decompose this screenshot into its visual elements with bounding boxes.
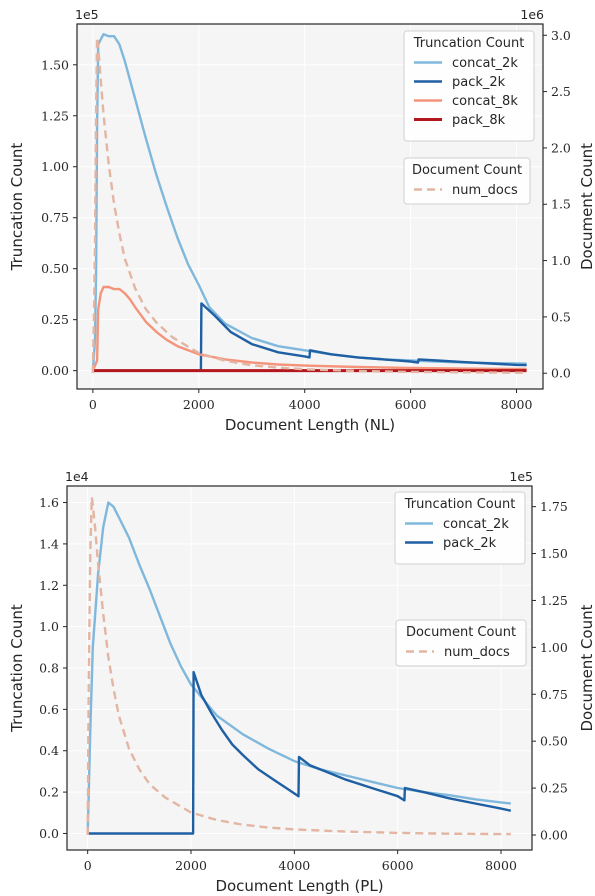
x-tick-label: 8000 — [485, 858, 517, 873]
y2-axis-label: Document Count — [578, 143, 595, 270]
y-axis-label: Truncation Count — [8, 604, 26, 733]
y-tick-label: 0.25 — [41, 312, 69, 327]
x-tick-label: 4000 — [278, 858, 310, 873]
legend-2: Document Count num_docs — [403, 157, 531, 205]
y2-multiplier: 1e5 — [509, 469, 533, 484]
y-tick-label: 1.25 — [41, 108, 69, 123]
y-tick-label: 0.6 — [39, 702, 59, 717]
y2-multiplier: 1e6 — [520, 7, 544, 22]
legend-box — [403, 30, 535, 142]
y2-tick-label: 3.0 — [551, 28, 571, 43]
y-tick-label: 0.8 — [39, 661, 59, 676]
y2-tick-label: 0.25 — [540, 781, 568, 796]
y2-tick-label: 2.5 — [551, 84, 571, 99]
x-tick-label: 4000 — [289, 397, 321, 412]
y-tick-label: 1.6 — [39, 495, 59, 510]
legend-title: Document Count — [406, 625, 516, 640]
y2-tick-label: 1.00 — [540, 640, 568, 655]
series-line-concat_8k — [91, 285, 527, 372]
y-tick-label: 1.2 — [39, 578, 59, 593]
legend-label-concat_2k: concat_2k — [452, 56, 518, 71]
y-tick-label: 0.00 — [41, 363, 69, 378]
legend-label-num_docs: num_docs — [444, 645, 510, 660]
legend-label-concat_8k: concat_8k — [452, 94, 518, 109]
y-tick-label: 1.50 — [41, 57, 69, 72]
chart-2: 0 2000 4000 6000 8000 0.0 0.2 0.4 0.6 0.8 1.0 1.2 1.… — [8, 469, 595, 895]
legend-title: Truncation Count — [413, 36, 525, 51]
series-line-pack_2k — [92, 302, 527, 372]
y-tick-label: 0.50 — [41, 261, 69, 276]
legend-label-pack_2k: pack_2k — [452, 75, 506, 90]
x-tick-label: 6000 — [395, 397, 427, 412]
y2-tick-label: 1.25 — [540, 593, 568, 608]
y2-tick-label: 0.00 — [540, 827, 568, 842]
y-tick-label: 1.4 — [39, 536, 59, 551]
chart-1: 0 2000 4000 6000 8000 0.00 0.25 0.50 0.75 1.00 1.2… — [8, 7, 595, 434]
y-multiplier: 1e4 — [65, 469, 89, 484]
y-axis-label: Truncation Count — [8, 143, 26, 272]
y-tick-label: 0.2 — [39, 785, 59, 800]
legend-title: Truncation Count — [404, 497, 516, 512]
series-line-pack_2k — [87, 670, 512, 835]
y2-tick-label: 1.75 — [540, 499, 568, 514]
x-tick-label: 6000 — [382, 858, 414, 873]
legend-1: Truncation Count concat_2k pack_2k — [394, 491, 526, 565]
y-tick-label: 1.0 — [39, 619, 59, 634]
legend-2: Document Count num_docs — [395, 619, 527, 667]
x-tick-label: 2000 — [183, 397, 215, 412]
legend-label-concat_2k: concat_2k — [443, 517, 509, 532]
legend-1: Truncation Count concat_2k pack_2k concat_8… — [403, 30, 535, 142]
x-axis-label: Document Length (PL) — [215, 877, 383, 895]
x-tick-label: 2000 — [175, 858, 207, 873]
legend-box — [394, 491, 526, 565]
x-axis-label: Document Length (NL) — [225, 416, 395, 434]
y2-tick-label: 1.0 — [551, 253, 571, 268]
y-tick-label: 0.75 — [41, 210, 69, 225]
legend-box — [395, 619, 527, 667]
plot-frame — [76, 23, 544, 390]
series-line-num_docs — [91, 36, 527, 374]
series-line-num_docs — [86, 496, 511, 836]
legend-label-pack_8k: pack_8k — [452, 113, 506, 128]
y2-tick-label: 0.0 — [551, 366, 571, 381]
y-multiplier: 1e5 — [75, 7, 99, 22]
y2-tick-label: 0.75 — [540, 687, 568, 702]
y-tick-label: 0.4 — [39, 743, 59, 758]
y-tick-label: 0.0 — [39, 826, 59, 841]
y2-tick-label: 0.50 — [540, 734, 568, 749]
legend-box — [403, 157, 531, 205]
x-tick-label: 8000 — [501, 397, 533, 412]
y2-tick-label: 0.5 — [551, 309, 571, 324]
legend-label-pack_2k: pack_2k — [443, 536, 497, 551]
legend-title: Document Count — [412, 163, 522, 178]
legend-label-num_docs: num_docs — [452, 183, 518, 198]
y2-tick-label: 1.50 — [540, 546, 568, 561]
y2-axis-label: Document Count — [578, 604, 595, 731]
x-tick-label: 0 — [89, 397, 97, 412]
y2-tick-label: 2.0 — [551, 140, 571, 155]
y2-tick-label: 1.5 — [551, 197, 571, 212]
y-tick-label: 1.00 — [41, 159, 69, 174]
x-tick-label: 0 — [84, 858, 92, 873]
